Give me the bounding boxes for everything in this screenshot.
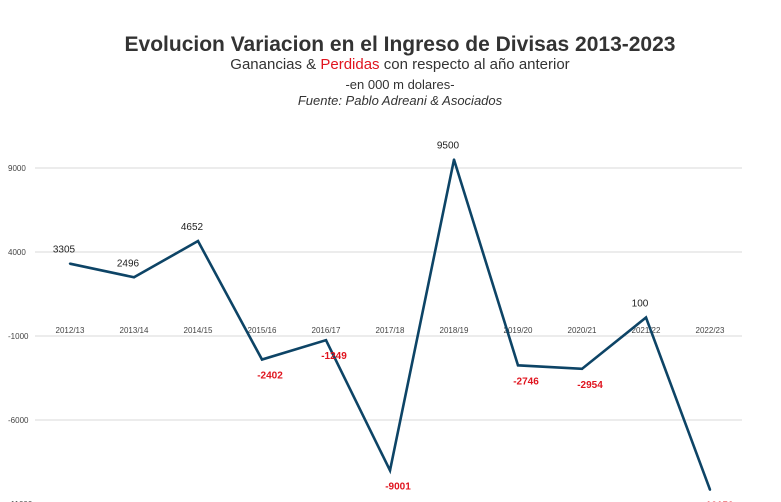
data-point xyxy=(260,358,264,361)
data-point xyxy=(580,367,584,371)
data-label: -10150 xyxy=(702,501,734,502)
y-tick-label: -1000 xyxy=(8,332,29,341)
x-tick-label: 2019/20 xyxy=(504,326,533,335)
data-label: 100 xyxy=(632,299,649,310)
x-tick-label: 2014/15 xyxy=(184,326,213,335)
x-tick-label: 2016/17 xyxy=(312,326,341,335)
y-tick-label: -6000 xyxy=(8,416,29,425)
x-tick-label: 2013/14 xyxy=(120,326,149,335)
y-tick-label: -11000 xyxy=(8,500,33,502)
chart-title: Evolucion Variacion en el Ingreso de Div… xyxy=(124,33,676,56)
subtitle-text-rest: con respecto al año anterior xyxy=(379,56,570,73)
y-tick-label: 4000 xyxy=(8,248,26,257)
y-tick-label: 9000 xyxy=(8,164,26,173)
data-label: -2402 xyxy=(257,371,283,382)
data-label: 9500 xyxy=(437,141,460,152)
data-label: 3305 xyxy=(53,245,76,256)
data-point xyxy=(196,239,200,243)
data-label: -1249 xyxy=(321,351,347,362)
chart-units: -en 000 m dolares- xyxy=(345,77,455,92)
x-tick-label: 2017/18 xyxy=(376,326,405,335)
data-point xyxy=(132,276,136,279)
data-point xyxy=(324,338,328,342)
x-tick-label: 2021/22 xyxy=(632,326,661,335)
data-point xyxy=(68,262,72,265)
data-label: 4652 xyxy=(181,222,204,233)
data-point xyxy=(388,469,392,472)
subtitle-text-losses: Perdidas xyxy=(320,56,380,73)
subtitle-text-gains: Ganancias & xyxy=(230,56,321,73)
chart-source: Fuente: Pablo Adreani & Asociados xyxy=(297,93,503,108)
data-label: -2954 xyxy=(577,380,603,391)
x-tick-label: 2012/13 xyxy=(56,326,85,335)
data-point xyxy=(708,488,712,491)
data-label: -9001 xyxy=(385,481,411,492)
data-point xyxy=(516,364,520,367)
data-point xyxy=(452,158,456,161)
chart-subtitle: Ganancias & Perdidas con respecto al año… xyxy=(0,56,781,73)
series-line xyxy=(69,159,712,491)
data-label: 2496 xyxy=(117,258,140,269)
x-tick-label: 2018/19 xyxy=(440,326,469,335)
x-tick-label: 2022/23 xyxy=(696,326,725,335)
x-tick-label: 2015/16 xyxy=(248,326,277,335)
data-label: -2746 xyxy=(513,376,539,387)
x-tick-label: 2020/21 xyxy=(568,326,597,335)
data-point xyxy=(644,316,648,319)
